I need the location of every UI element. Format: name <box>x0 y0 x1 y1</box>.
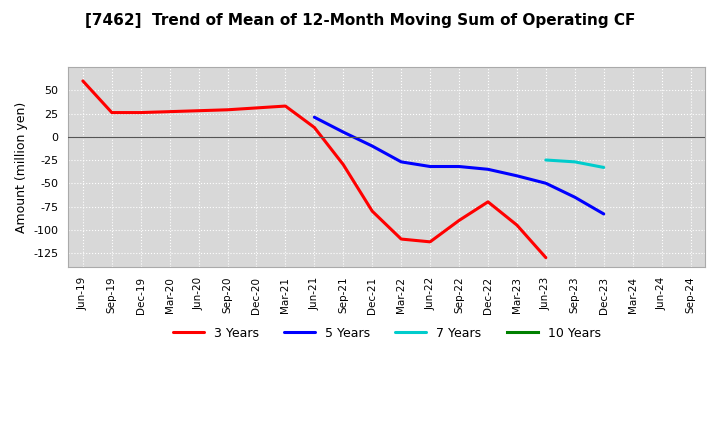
5 Years <box>570 194 579 200</box>
3 Years <box>107 110 116 115</box>
Line: 7 Years: 7 Years <box>546 160 604 168</box>
5 Years <box>484 167 492 172</box>
Text: [7462]  Trend of Mean of 12-Month Moving Sum of Operating CF: [7462] Trend of Mean of 12-Month Moving … <box>85 13 635 28</box>
5 Years <box>600 211 608 216</box>
3 Years <box>426 239 434 245</box>
5 Years <box>455 164 464 169</box>
5 Years <box>368 143 377 149</box>
3 Years <box>339 162 348 167</box>
3 Years <box>513 223 521 228</box>
Y-axis label: Amount (million yen): Amount (million yen) <box>15 101 28 233</box>
3 Years <box>194 108 203 114</box>
5 Years <box>397 159 405 165</box>
7 Years <box>600 165 608 170</box>
Line: 3 Years: 3 Years <box>83 81 546 258</box>
3 Years <box>166 109 174 114</box>
Line: 5 Years: 5 Years <box>315 117 604 214</box>
5 Years <box>426 164 434 169</box>
3 Years <box>78 78 87 84</box>
5 Years <box>541 180 550 186</box>
3 Years <box>252 105 261 110</box>
5 Years <box>310 114 319 120</box>
3 Years <box>541 255 550 260</box>
3 Years <box>223 107 232 113</box>
Legend: 3 Years, 5 Years, 7 Years, 10 Years: 3 Years, 5 Years, 7 Years, 10 Years <box>168 322 606 345</box>
5 Years <box>339 129 348 135</box>
7 Years <box>570 159 579 165</box>
5 Years <box>513 173 521 179</box>
3 Years <box>310 125 319 130</box>
3 Years <box>136 110 145 115</box>
3 Years <box>368 209 377 214</box>
3 Years <box>281 103 289 109</box>
3 Years <box>397 236 405 242</box>
3 Years <box>484 199 492 205</box>
7 Years <box>541 158 550 163</box>
3 Years <box>455 218 464 223</box>
